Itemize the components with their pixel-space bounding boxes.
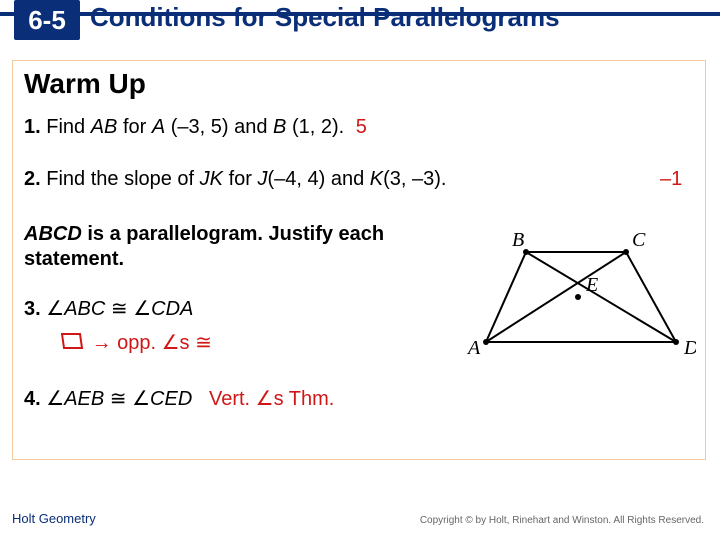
q3-reason-sym: ∠s: [162, 332, 190, 354]
congruent-icon: ≅: [195, 332, 212, 354]
svg-text:B: B: [512, 232, 524, 251]
question-1: 1. Find AB for A (–3, 5) and B (1, 2). 5: [24, 116, 694, 139]
implies-icon: →: [92, 332, 118, 354]
svg-text:C: C: [632, 232, 646, 251]
q2-answer: –1: [660, 168, 682, 191]
q2-number: 2.: [24, 168, 41, 190]
question-2: 2. Find the slope of JK for J(–4, 4) and…: [24, 168, 694, 191]
svg-text:A: A: [466, 337, 481, 359]
q4-angle-right: CED: [150, 388, 192, 410]
q3-angle-left: ABC: [64, 298, 105, 320]
stmt-abcd: ABCD: [24, 223, 82, 245]
svg-text:E: E: [585, 274, 598, 296]
svg-text:D: D: [683, 337, 696, 359]
q2-ptK: K: [370, 168, 383, 190]
q2-coordJ: (–4, 4) and: [267, 168, 369, 190]
congruent-icon: ≅: [111, 298, 133, 320]
slide-header: 6-5 Conditions for Special Parallelogram…: [0, 0, 720, 56]
section-number: 6-5: [14, 0, 80, 40]
q1-t1: Find: [41, 116, 91, 138]
q1-seg: AB: [91, 116, 118, 138]
q1-ptB: B: [273, 116, 286, 138]
q1-ptA: A: [152, 116, 165, 138]
q3-reason-prefix: opp.: [117, 332, 161, 354]
q3-angle-right: CDA: [151, 298, 193, 320]
congruent-icon: ≅: [110, 388, 132, 410]
q1-number: 1.: [24, 116, 41, 138]
q2-seg: JK: [200, 168, 223, 190]
angle-icon: ∠: [46, 298, 64, 320]
q1-coordA: (–3, 5) and: [165, 116, 273, 138]
warmup-heading: Warm Up: [24, 68, 146, 100]
angle-icon: ∠: [133, 298, 151, 320]
footer-brand: Holt Geometry: [12, 511, 96, 526]
q4-answer: Vert. ∠s Thm.: [209, 388, 334, 410]
q1-answer: 5: [356, 116, 367, 138]
question-4: 4. ∠AEB ≅ ∠CED Vert. ∠s Thm.: [24, 386, 694, 411]
q2-t1: Find the slope of: [41, 168, 200, 190]
abcd-statement: ABCD is a parallelogram. Justify each st…: [24, 222, 444, 272]
q4-number: 4.: [24, 388, 41, 410]
q1-t2: for: [117, 116, 151, 138]
parallelogram-diagram: A B C D E: [466, 232, 696, 362]
q2-ptJ: J: [257, 168, 267, 190]
q2-t2: for: [223, 168, 257, 190]
q1-coordB: (1, 2).: [286, 116, 344, 138]
parallelogram-icon: [58, 331, 86, 357]
q4-angle-left: AEB: [64, 388, 104, 410]
q2-coordK: (3, –3).: [383, 168, 446, 190]
angle-icon: ∠: [132, 388, 150, 410]
slide-title: Conditions for Special Parallelograms: [90, 2, 710, 33]
q3-number: 3.: [24, 298, 41, 320]
angle-icon: ∠: [46, 388, 64, 410]
footer-copyright: Copyright © by Holt, Rinehart and Winsto…: [420, 515, 704, 526]
